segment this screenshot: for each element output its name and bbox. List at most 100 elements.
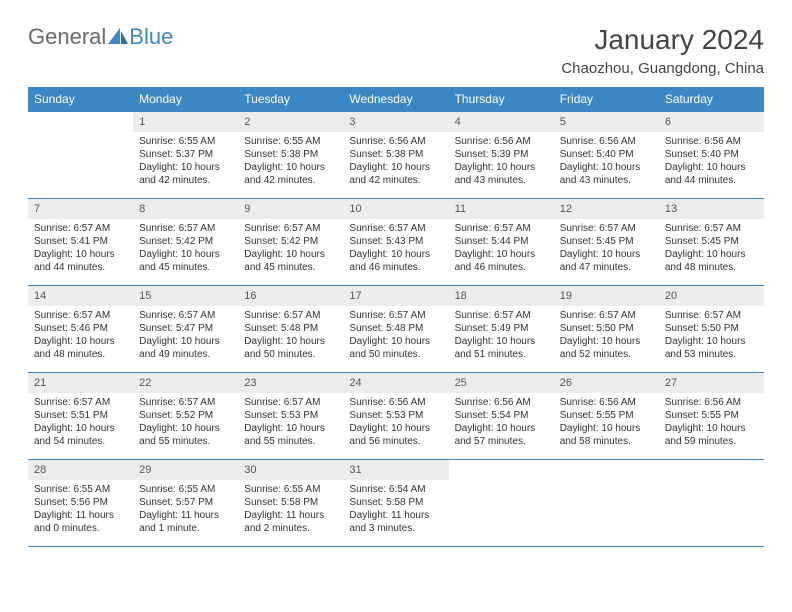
sunrise-text: Sunrise: 6:57 AM [34, 222, 127, 235]
day-number: 22 [133, 373, 238, 393]
daylight-text: Daylight: 10 hours and 57 minutes. [455, 422, 548, 448]
daylight-text: Daylight: 10 hours and 42 minutes. [349, 161, 442, 187]
sunset-text: Sunset: 5:53 PM [244, 409, 337, 422]
daylight-text: Daylight: 10 hours and 46 minutes. [455, 248, 548, 274]
calendar-day [449, 460, 554, 546]
sunrise-text: Sunrise: 6:56 AM [349, 396, 442, 409]
sunset-text: Sunset: 5:51 PM [34, 409, 127, 422]
sail-icon [106, 24, 129, 50]
day-number: 8 [133, 199, 238, 219]
sunset-text: Sunset: 5:54 PM [455, 409, 548, 422]
day-number: 10 [343, 199, 448, 219]
calendar-day [554, 460, 659, 546]
sunrise-text: Sunrise: 6:57 AM [455, 222, 548, 235]
calendar-day [659, 460, 764, 546]
calendar-week: 28Sunrise: 6:55 AMSunset: 5:56 PMDayligh… [28, 460, 764, 547]
sunrise-text: Sunrise: 6:56 AM [560, 135, 653, 148]
daylight-text: Daylight: 10 hours and 42 minutes. [244, 161, 337, 187]
day-number: 13 [659, 199, 764, 219]
sunset-text: Sunset: 5:55 PM [560, 409, 653, 422]
day-body: Sunrise: 6:57 AMSunset: 5:51 PMDaylight:… [28, 393, 133, 452]
calendar-day: 27Sunrise: 6:56 AMSunset: 5:55 PMDayligh… [659, 373, 764, 459]
daylight-text: Daylight: 10 hours and 51 minutes. [455, 335, 548, 361]
daylight-text: Daylight: 10 hours and 43 minutes. [455, 161, 548, 187]
day-number: 12 [554, 199, 659, 219]
day-body: Sunrise: 6:57 AMSunset: 5:46 PMDaylight:… [28, 306, 133, 365]
day-number: 26 [554, 373, 659, 393]
sunrise-text: Sunrise: 6:56 AM [455, 135, 548, 148]
sunset-text: Sunset: 5:58 PM [244, 496, 337, 509]
calendar-day: 3Sunrise: 6:56 AMSunset: 5:38 PMDaylight… [343, 112, 448, 198]
daylight-text: Daylight: 10 hours and 55 minutes. [139, 422, 232, 448]
daylight-text: Daylight: 10 hours and 50 minutes. [244, 335, 337, 361]
daylight-text: Daylight: 10 hours and 46 minutes. [349, 248, 442, 274]
day-number: 11 [449, 199, 554, 219]
sunset-text: Sunset: 5:40 PM [665, 148, 758, 161]
sunset-text: Sunset: 5:50 PM [560, 322, 653, 335]
weekday-header: Thursday [449, 87, 554, 111]
sunrise-text: Sunrise: 6:57 AM [349, 309, 442, 322]
sunset-text: Sunset: 5:37 PM [139, 148, 232, 161]
day-body: Sunrise: 6:57 AMSunset: 5:42 PMDaylight:… [133, 219, 238, 278]
sunrise-text: Sunrise: 6:55 AM [244, 483, 337, 496]
day-number: 27 [659, 373, 764, 393]
calendar-day: 5Sunrise: 6:56 AMSunset: 5:40 PMDaylight… [554, 112, 659, 198]
day-number: 20 [659, 286, 764, 306]
calendar-day [28, 112, 133, 198]
weekday-header: Saturday [659, 87, 764, 111]
calendar-day: 6Sunrise: 6:56 AMSunset: 5:40 PMDaylight… [659, 112, 764, 198]
weekday-header-row: Sunday Monday Tuesday Wednesday Thursday… [28, 87, 764, 111]
day-number: 9 [238, 199, 343, 219]
sunrise-text: Sunrise: 6:57 AM [455, 309, 548, 322]
day-body: Sunrise: 6:56 AMSunset: 5:38 PMDaylight:… [343, 132, 448, 191]
sunset-text: Sunset: 5:45 PM [560, 235, 653, 248]
daylight-text: Daylight: 10 hours and 42 minutes. [139, 161, 232, 187]
calendar-day: 9Sunrise: 6:57 AMSunset: 5:42 PMDaylight… [238, 199, 343, 285]
daylight-text: Daylight: 10 hours and 48 minutes. [665, 248, 758, 274]
calendar-day: 12Sunrise: 6:57 AMSunset: 5:45 PMDayligh… [554, 199, 659, 285]
calendar-day: 8Sunrise: 6:57 AMSunset: 5:42 PMDaylight… [133, 199, 238, 285]
daylight-text: Daylight: 10 hours and 50 minutes. [349, 335, 442, 361]
weeks-container: 1Sunrise: 6:55 AMSunset: 5:37 PMDaylight… [28, 111, 764, 547]
sunset-text: Sunset: 5:43 PM [349, 235, 442, 248]
calendar-week: 7Sunrise: 6:57 AMSunset: 5:41 PMDaylight… [28, 199, 764, 286]
calendar-day: 22Sunrise: 6:57 AMSunset: 5:52 PMDayligh… [133, 373, 238, 459]
location-text: Chaozhou, Guangdong, China [561, 60, 764, 77]
calendar-day: 2Sunrise: 6:55 AMSunset: 5:38 PMDaylight… [238, 112, 343, 198]
day-number: 31 [343, 460, 448, 480]
day-body: Sunrise: 6:56 AMSunset: 5:40 PMDaylight:… [554, 132, 659, 191]
daylight-text: Daylight: 11 hours and 2 minutes. [244, 509, 337, 535]
day-body: Sunrise: 6:57 AMSunset: 5:45 PMDaylight:… [554, 219, 659, 278]
day-number: 25 [449, 373, 554, 393]
sunset-text: Sunset: 5:50 PM [665, 322, 758, 335]
calendar-day: 1Sunrise: 6:55 AMSunset: 5:37 PMDaylight… [133, 112, 238, 198]
sunset-text: Sunset: 5:44 PM [455, 235, 548, 248]
calendar-day: 13Sunrise: 6:57 AMSunset: 5:45 PMDayligh… [659, 199, 764, 285]
day-number: 1 [133, 112, 238, 132]
sunrise-text: Sunrise: 6:56 AM [665, 135, 758, 148]
calendar-day: 17Sunrise: 6:57 AMSunset: 5:48 PMDayligh… [343, 286, 448, 372]
weekday-header: Friday [554, 87, 659, 111]
day-body: Sunrise: 6:57 AMSunset: 5:43 PMDaylight:… [343, 219, 448, 278]
day-number: 30 [238, 460, 343, 480]
daylight-text: Daylight: 10 hours and 54 minutes. [34, 422, 127, 448]
calendar-day: 16Sunrise: 6:57 AMSunset: 5:48 PMDayligh… [238, 286, 343, 372]
day-number [449, 460, 554, 466]
sunset-text: Sunset: 5:45 PM [665, 235, 758, 248]
day-body: Sunrise: 6:57 AMSunset: 5:49 PMDaylight:… [449, 306, 554, 365]
calendar-day: 23Sunrise: 6:57 AMSunset: 5:53 PMDayligh… [238, 373, 343, 459]
daylight-text: Daylight: 11 hours and 1 minute. [139, 509, 232, 535]
day-body: Sunrise: 6:56 AMSunset: 5:39 PMDaylight:… [449, 132, 554, 191]
day-number: 6 [659, 112, 764, 132]
sunrise-text: Sunrise: 6:56 AM [349, 135, 442, 148]
calendar-day: 29Sunrise: 6:55 AMSunset: 5:57 PMDayligh… [133, 460, 238, 546]
sunrise-text: Sunrise: 6:56 AM [455, 396, 548, 409]
daylight-text: Daylight: 11 hours and 0 minutes. [34, 509, 127, 535]
day-number: 24 [343, 373, 448, 393]
daylight-text: Daylight: 10 hours and 49 minutes. [139, 335, 232, 361]
day-body: Sunrise: 6:56 AMSunset: 5:55 PMDaylight:… [554, 393, 659, 452]
weekday-header: Sunday [28, 87, 133, 111]
sunset-text: Sunset: 5:56 PM [34, 496, 127, 509]
calendar-day: 21Sunrise: 6:57 AMSunset: 5:51 PMDayligh… [28, 373, 133, 459]
day-number: 17 [343, 286, 448, 306]
